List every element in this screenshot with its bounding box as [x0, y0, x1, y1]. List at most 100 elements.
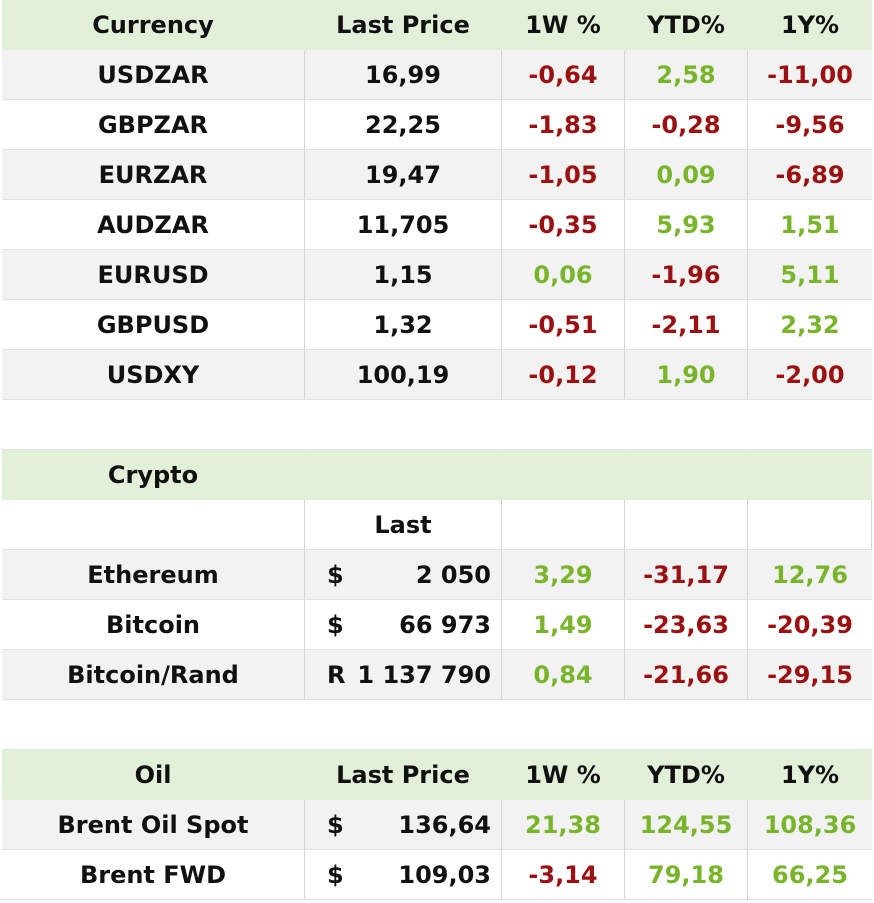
change-1w: -0,35	[502, 200, 625, 250]
spacer-cell	[305, 400, 502, 450]
currency-header-row: Currency Last Price 1W % YTD% 1Y%	[2, 0, 872, 50]
table-row: Ethereum $ 2 050 3,29 -31,17 12,76	[2, 550, 872, 600]
table-row: GBPUSD 1,32 -0,51 -2,11 2,32	[2, 300, 872, 350]
change-1w: -1,05	[502, 150, 625, 200]
change-1y: 66,25	[748, 850, 872, 900]
change-ytd: -23,63	[625, 600, 748, 650]
currency-symbol: $	[327, 560, 344, 589]
last-price-cell: $ 109,03	[305, 850, 502, 900]
table-row: USDXY 100,19 -0,12 1,90 -2,00	[2, 350, 872, 400]
change-1y: -29,15	[748, 650, 872, 700]
section-spacer	[2, 700, 872, 750]
currency-header-name: Currency	[2, 0, 305, 50]
last-price: 109,03	[398, 860, 491, 889]
subheader-empty	[502, 500, 625, 550]
change-1y: -20,39	[748, 600, 872, 650]
last-price: 1 137 790	[357, 660, 491, 689]
subheader-empty	[748, 500, 872, 550]
asset-name: Bitcoin	[2, 600, 305, 650]
asset-name: Bitcoin/Rand	[2, 650, 305, 700]
subheader-empty	[2, 500, 305, 550]
change-ytd: 0,09	[625, 150, 748, 200]
change-1y: 108,36	[748, 800, 872, 850]
header-empty	[502, 450, 625, 500]
last-price: 19,47	[305, 150, 502, 200]
spacer-cell	[748, 700, 872, 750]
change-ytd: 124,55	[625, 800, 748, 850]
section-spacer	[2, 400, 872, 450]
last-price: 16,99	[305, 50, 502, 100]
change-ytd: 1,90	[625, 350, 748, 400]
spacer-cell	[2, 700, 305, 750]
change-1y: -11,00	[748, 50, 872, 100]
table-row: EURZAR 19,47 -1,05 0,09 -6,89	[2, 150, 872, 200]
table-row: Brent Oil Spot $ 136,64 21,38 124,55 108…	[2, 800, 872, 850]
currency-symbol: $	[327, 610, 344, 639]
change-1w: -1,83	[502, 100, 625, 150]
change-ytd: -0,28	[625, 100, 748, 150]
change-1w: 1,49	[502, 600, 625, 650]
spacer-cell	[625, 700, 748, 750]
change-1y: -2,00	[748, 350, 872, 400]
change-1w: 0,84	[502, 650, 625, 700]
change-1y: 1,51	[748, 200, 872, 250]
currency-name: AUDZAR	[2, 200, 305, 250]
currency-header-last: Last Price	[305, 0, 502, 50]
change-1w: 3,29	[502, 550, 625, 600]
last-price-cell: R 1 137 790	[305, 650, 502, 700]
change-1y: 12,76	[748, 550, 872, 600]
subheader-empty	[625, 500, 748, 550]
oil-header-name: Oil	[2, 750, 305, 800]
change-1y: 5,11	[748, 250, 872, 300]
currency-name: EURZAR	[2, 150, 305, 200]
change-1w: 21,38	[502, 800, 625, 850]
currency-symbol: $	[327, 860, 344, 889]
header-empty	[625, 450, 748, 500]
oil-header-1y: 1Y%	[748, 750, 872, 800]
spacer-cell	[2, 400, 305, 450]
last-price: 100,19	[305, 350, 502, 400]
change-1w: 0,06	[502, 250, 625, 300]
table-row: Bitcoin $ 66 973 1,49 -23,63 -20,39	[2, 600, 872, 650]
change-1y: -9,56	[748, 100, 872, 150]
last-price: 66 973	[399, 610, 491, 639]
currency-symbol: R	[327, 660, 346, 689]
spacer-cell	[305, 700, 502, 750]
currency-name: GBPZAR	[2, 100, 305, 150]
change-ytd: -31,17	[625, 550, 748, 600]
crypto-subheader-last: Last	[305, 500, 502, 550]
table-row: USDZAR 16,99 -0,64 2,58 -11,00	[2, 50, 872, 100]
spacer-cell	[748, 400, 872, 450]
crypto-header-row: Crypto	[2, 450, 872, 500]
table-row: GBPZAR 22,25 -1,83 -0,28 -9,56	[2, 100, 872, 150]
last-price: 1,15	[305, 250, 502, 300]
oil-header-row: Oil Last Price 1W % YTD% 1Y%	[2, 750, 872, 800]
change-ytd: -21,66	[625, 650, 748, 700]
change-1y: 2,32	[748, 300, 872, 350]
table-row: AUDZAR 11,705 -0,35 5,93 1,51	[2, 200, 872, 250]
asset-name: Ethereum	[2, 550, 305, 600]
spacer-cell	[625, 400, 748, 450]
crypto-subheader-row: Last	[2, 500, 872, 550]
spacer-cell	[502, 700, 625, 750]
currency-header-ytd: YTD%	[625, 0, 748, 50]
last-price: 1,32	[305, 300, 502, 350]
crypto-title: Crypto	[2, 450, 305, 500]
oil-header-1w: 1W %	[502, 750, 625, 800]
last-price-cell: $ 66 973	[305, 600, 502, 650]
change-1w: -0,12	[502, 350, 625, 400]
last-price: 136,64	[398, 810, 491, 839]
last-price: 2 050	[415, 560, 491, 589]
asset-name: Brent Oil Spot	[2, 800, 305, 850]
last-price: 22,25	[305, 100, 502, 150]
change-ytd: 79,18	[625, 850, 748, 900]
last-price-cell: $ 2 050	[305, 550, 502, 600]
currency-name: USDZAR	[2, 50, 305, 100]
change-ytd: -2,11	[625, 300, 748, 350]
header-empty	[748, 450, 872, 500]
table-row: Bitcoin/Rand R 1 137 790 0,84 -21,66 -29…	[2, 650, 872, 700]
table-row: Brent FWD $ 109,03 -3,14 79,18 66,25	[2, 850, 872, 900]
table-row: EURUSD 1,15 0,06 -1,96 5,11	[2, 250, 872, 300]
asset-name: Brent FWD	[2, 850, 305, 900]
